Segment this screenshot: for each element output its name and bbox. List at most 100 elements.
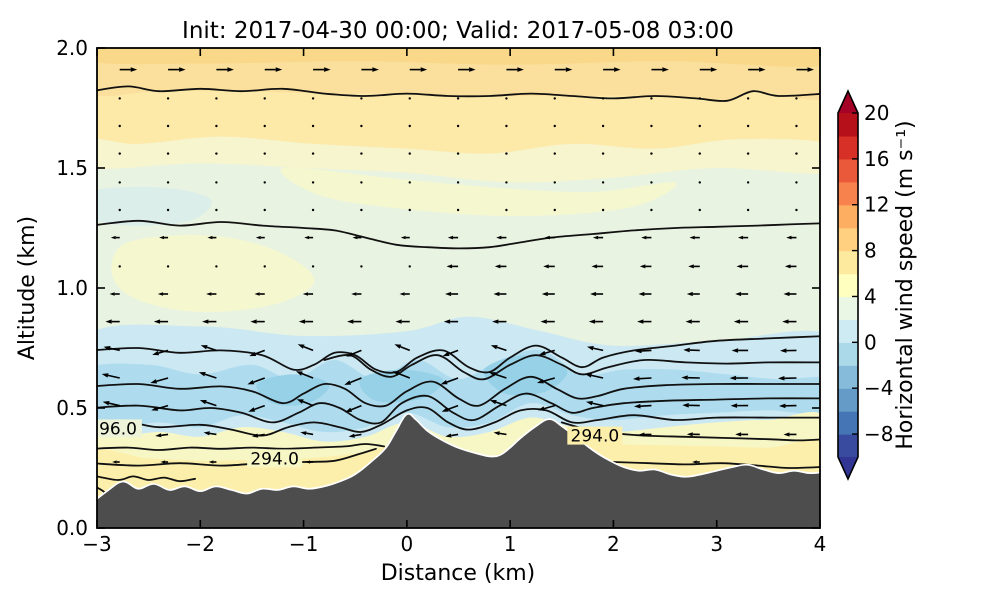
wind-dot [215, 152, 218, 155]
wind-dot [795, 124, 798, 128]
wind-arrow-head [208, 460, 214, 464]
wind-arrow-shaft [447, 404, 459, 411]
wind-dot [505, 124, 508, 128]
wind-arrow-head [298, 319, 306, 324]
wind-arrow-head [249, 351, 257, 357]
wind-dot [360, 124, 363, 128]
wind-dot [746, 152, 750, 155]
contour-line [97, 406, 820, 437]
wind-arrow-head [681, 375, 688, 380]
wind-dot [553, 208, 556, 212]
wind-arrow-head [759, 67, 766, 72]
wind-dot [698, 208, 701, 212]
wind-dot [360, 208, 363, 212]
wind-dot [505, 208, 508, 212]
wind-arrow-head [445, 291, 452, 297]
wind-arrow-shaft [451, 433, 459, 437]
wind-arrow-shaft [108, 402, 120, 407]
contour-label: 294.0 [571, 427, 620, 447]
wind-arrow-head [202, 319, 209, 324]
wind-arrow-head [635, 348, 642, 354]
wind-arrow-head [782, 319, 789, 324]
colorbar-segment [838, 135, 858, 160]
wind-arrow-head [420, 67, 428, 72]
wind-arrow-head [446, 264, 453, 269]
wind-arrow-head [784, 264, 791, 269]
wind-arrow-head [544, 235, 550, 240]
wind-dot [553, 124, 556, 128]
wind-arrow-shaft [398, 372, 411, 379]
wind-dot [456, 152, 460, 155]
wind-arrow-head [206, 292, 212, 296]
filled-contour-bluish-patch-left [97, 186, 212, 226]
wind-arrow-head [538, 350, 546, 356]
wind-arrow-head [783, 291, 790, 297]
wind-arrow-head [494, 264, 501, 269]
axes-ticks: −3 −2 −1 0 1 2 3 4 0.0 0.5 1.0 1.5 2.0 [56, 36, 826, 556]
wind-arrow-head [633, 376, 640, 381]
wind-arrow-head [254, 292, 260, 296]
wind-dot [166, 181, 170, 184]
wind-arrow-head [255, 235, 261, 240]
wind-arrow-head [587, 346, 594, 351]
wind-dot [746, 181, 750, 184]
wind-dot [698, 152, 701, 155]
wind-arrow-shaft [448, 349, 459, 355]
wind-arrow-head [300, 431, 307, 436]
wind-arrow-shaft [254, 404, 266, 411]
plot-title: Init: 2017-04-30 00:00; Valid: 2017-05-0… [182, 18, 734, 44]
wind-arrow-head [780, 348, 787, 353]
wind-arrow-shaft [350, 404, 362, 411]
wind-arrow-head [392, 371, 400, 376]
wind-dot [263, 265, 266, 268]
contour-label-bg [567, 426, 623, 445]
x-tick-label: 2 [607, 532, 620, 556]
wind-arrow-head [541, 291, 548, 297]
contour-line [97, 85, 820, 102]
wind-arrow-shaft [306, 432, 314, 436]
wind-arrow-head [157, 292, 164, 296]
y-tick-label: 1.0 [56, 276, 88, 300]
wind-arrow-head [731, 348, 739, 353]
wind-arrow-head [737, 235, 744, 240]
wind-dot [698, 124, 701, 128]
colorbar-tick-label: 4 [864, 284, 877, 308]
y-tick-label: 1.5 [56, 156, 88, 180]
wind-arrow-head [469, 67, 476, 72]
wind-arrow-head [441, 407, 449, 412]
wind-arrow-head [250, 319, 257, 324]
wind-arrow-shaft [640, 404, 652, 407]
wind-arrow-head [733, 319, 741, 324]
wind-dot [166, 265, 170, 268]
filled-contour-band-6-8 [97, 48, 820, 67]
wind-arrow-head [730, 403, 738, 408]
y-tick-label: 0.5 [56, 396, 88, 420]
wind-dot [746, 97, 750, 100]
colorbar-segment [838, 365, 858, 389]
contour-line [97, 375, 820, 408]
wind-arrow-head [203, 431, 210, 436]
wind-dot [408, 265, 411, 268]
filled-contour-band-neg6 [97, 349, 820, 433]
wind-dot [215, 97, 218, 100]
wind-arrow-head [130, 67, 138, 72]
wind-arrow-head [102, 401, 110, 406]
wind-dot [698, 181, 701, 184]
colorbar-outline [837, 89, 859, 481]
wind-arrow-head [352, 235, 358, 240]
colorbar-segment [838, 388, 858, 412]
wind-arrow-head [351, 292, 357, 296]
wind-arrow-head [105, 319, 112, 324]
wind-arrow-head [614, 67, 621, 72]
wind-arrow-shaft [302, 400, 314, 407]
wind-arrow-head [710, 67, 718, 72]
wind-arrow-head [159, 235, 165, 240]
wind-dot [408, 181, 411, 184]
colorbar-segment [838, 158, 858, 183]
wind-arrow-head [344, 380, 352, 385]
wind-arrow-head [540, 319, 547, 324]
wind-dot [408, 208, 411, 212]
y-tick-label: 0.0 [56, 516, 88, 540]
wind-arrow-head [296, 399, 304, 404]
